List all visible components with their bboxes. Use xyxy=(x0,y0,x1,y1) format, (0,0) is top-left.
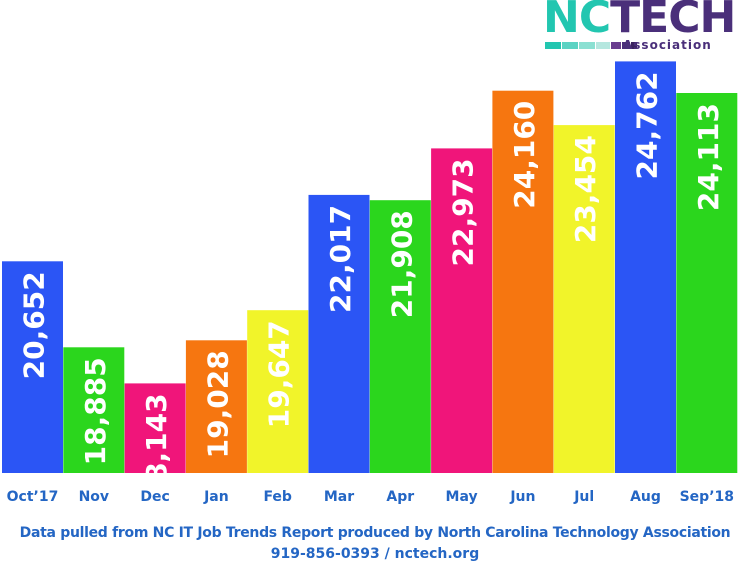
logo-stripe xyxy=(562,42,578,49)
value-label: 24,762 xyxy=(631,71,664,179)
logo-tech: TECH xyxy=(610,0,736,43)
value-label: 19,028 xyxy=(201,350,234,458)
bar-mar xyxy=(308,194,370,473)
bar-aug xyxy=(615,61,676,474)
category-label: Apr xyxy=(386,489,414,505)
value-label: 22,017 xyxy=(324,205,357,313)
logo-stripe xyxy=(631,42,637,49)
value-label: 19,647 xyxy=(263,320,296,428)
bar-dec xyxy=(124,383,186,473)
value-label: 20,652 xyxy=(18,271,51,379)
source-note: Data pulled from NC IT Job Trends Report… xyxy=(19,525,731,541)
category-label: Jul xyxy=(573,489,594,505)
category-label: Aug xyxy=(630,489,661,505)
value-label: 24,113 xyxy=(692,103,725,211)
logo-stripes xyxy=(545,42,638,49)
logo-stripe xyxy=(622,42,630,49)
logo-wordmark: NCTECH xyxy=(543,0,736,43)
value-label: 18,143 xyxy=(140,393,173,501)
bar-may xyxy=(431,148,493,473)
value-label: 22,973 xyxy=(447,158,480,266)
category-label: Nov xyxy=(79,489,109,505)
category-label: Jan xyxy=(203,489,229,505)
value-label: 21,908 xyxy=(385,210,418,318)
bar-feb xyxy=(247,310,309,473)
logo-stripe xyxy=(545,42,561,49)
bar-oct17 xyxy=(2,261,63,473)
bar-nov xyxy=(63,347,125,473)
bar-jun xyxy=(492,90,554,473)
category-label: Mar xyxy=(324,489,354,505)
category-label: Dec xyxy=(140,489,169,505)
logo-association: Association xyxy=(623,38,712,52)
logo-stripe xyxy=(596,42,610,49)
bar-jul xyxy=(553,125,615,473)
value-label: 18,885 xyxy=(79,357,112,465)
category-label: Jun xyxy=(509,489,535,505)
bar-sep18 xyxy=(676,93,738,473)
bar-jan xyxy=(185,340,247,473)
category-label: Oct’17 xyxy=(7,489,59,505)
value-label: 23,454 xyxy=(569,135,602,243)
bar-apr xyxy=(369,200,431,473)
category-label: May xyxy=(446,489,478,505)
category-label: Feb xyxy=(263,489,292,505)
contact-note: 919-856-0393 / nctech.org xyxy=(270,546,480,562)
logo-stripe xyxy=(611,42,621,49)
value-label: 24,160 xyxy=(508,101,541,209)
logo-stripe xyxy=(579,42,595,49)
category-label: Sep’18 xyxy=(680,489,734,505)
logo-nc: NC xyxy=(543,0,611,43)
nctech-logo: NCTECH Association xyxy=(543,0,736,54)
